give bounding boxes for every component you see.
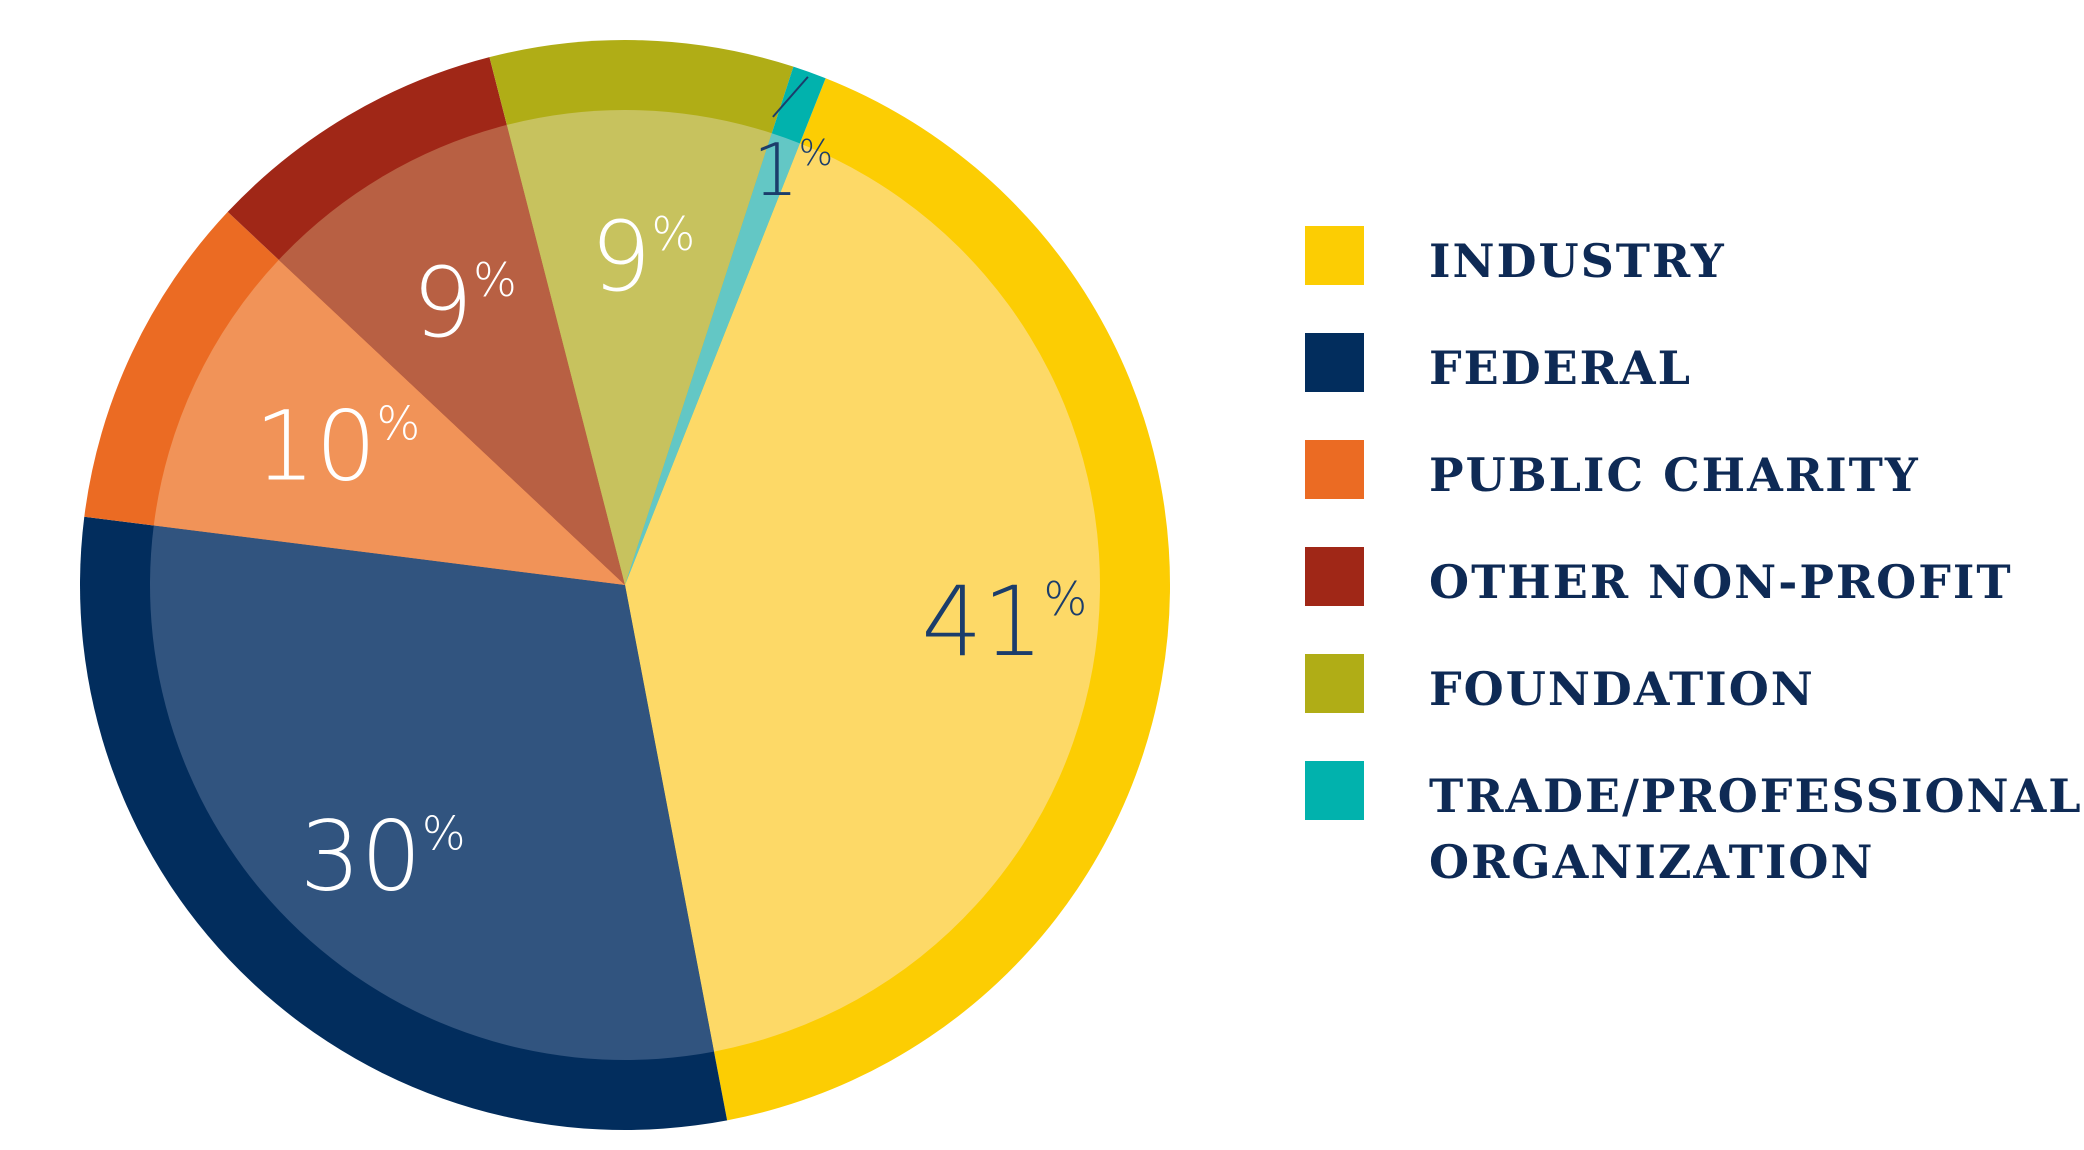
slice-inner-public-charity <box>153 259 625 585</box>
legend-label-federal: FEDERAL <box>1429 341 1692 395</box>
legend-swatch-federal <box>1305 333 1364 392</box>
legend-item-other-non-profit: OTHER NON-PROFIT <box>1305 543 2065 650</box>
slice-inner-trade-professional-organization <box>625 133 800 585</box>
leader-line-trade-professional-organization <box>772 76 809 118</box>
legend-item-public-charity: PUBLIC CHARITY <box>1305 436 2065 543</box>
legend-swatch-public-charity <box>1305 440 1364 499</box>
legend-item-federal: FEDERAL <box>1305 329 2065 436</box>
legend: INDUSTRY FEDERAL PUBLIC CHARITY OTHER NON-P… <box>1305 222 2081 889</box>
pie-labels-group: 41% 30% 10% 9% 9% 1% <box>254 76 1087 913</box>
slice-inner-industry <box>625 143 1101 1052</box>
slice-inner-other-non-profit <box>278 124 625 586</box>
legend-swatch-foundation <box>1305 654 1364 713</box>
slice-inner-foundation <box>506 109 772 585</box>
pie-chart-svg: 41% 30% 10% 9% 9% 1% <box>80 39 1171 1131</box>
data-label-foundation: 9% <box>590 201 695 313</box>
data-label-industry: 41% <box>921 566 1087 678</box>
data-label-other-non-profit: 9% <box>412 247 517 359</box>
legend-label-trade-professional-organization: TRADE/PROFESSIONAL ORGANIZATION <box>1429 769 2083 889</box>
legend-swatch-industry <box>1305 226 1364 285</box>
legend-label-foundation: FOUNDATION <box>1429 662 1815 716</box>
legend-item-foundation: FOUNDATION <box>1305 650 2065 757</box>
data-label-trade-professional-organization: 1% <box>753 128 833 212</box>
legend-swatch-other-non-profit <box>1305 547 1364 606</box>
legend-item-industry: INDUSTRY <box>1305 222 2065 329</box>
slice-inner-federal <box>150 525 715 1061</box>
pie-inner-fill-group <box>150 109 1101 1061</box>
legend-swatch-trade-professional-organization <box>1305 761 1364 820</box>
legend-item-trade-professional-organization: TRADE/PROFESSIONAL ORGANIZATION <box>1305 757 2081 889</box>
legend-label-other-non-profit: OTHER NON-PROFIT <box>1429 555 2013 609</box>
legend-label-public-charity: PUBLIC CHARITY <box>1429 448 1920 502</box>
data-label-federal: 30% <box>300 801 466 913</box>
data-label-public-charity: 10% <box>254 391 420 503</box>
legend-label-industry: INDUSTRY <box>1429 234 1726 288</box>
